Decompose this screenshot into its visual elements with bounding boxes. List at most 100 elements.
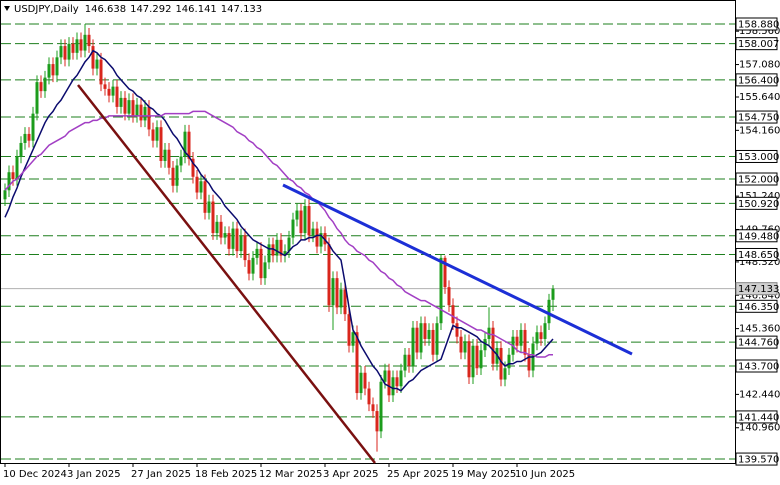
candle-body — [543, 323, 547, 339]
candle-body — [135, 104, 139, 116]
level-box — [735, 452, 778, 466]
candle-body — [327, 244, 331, 306]
candle-body — [187, 131, 191, 159]
levels — [1, 23, 735, 460]
candle-body — [399, 370, 403, 387]
level-box — [735, 110, 778, 124]
candle-body — [411, 327, 415, 367]
x-tick-label: 12 Mar 2025 — [259, 469, 322, 480]
y-tick-label: 155.640 — [739, 92, 780, 103]
trendline — [77, 84, 376, 464]
candle-body — [463, 341, 467, 353]
candle-body — [63, 46, 67, 60]
y-tick-label: 151.240 — [739, 191, 780, 202]
candle-body — [175, 165, 179, 186]
candle-body — [235, 228, 239, 252]
x-tick-label: 10 Dec 2024 — [3, 469, 67, 480]
y-tick-label: 142.440 — [739, 389, 780, 400]
candle-body — [99, 59, 103, 85]
candle-body — [471, 345, 475, 378]
level-box — [735, 149, 778, 163]
candles — [3, 23, 555, 452]
y-tick-label: 148.320 — [739, 257, 780, 268]
current-price-label: 147.133 — [738, 284, 779, 295]
y-tick-label: 157.080 — [739, 60, 780, 71]
candle-body — [459, 336, 463, 353]
candle-body — [295, 210, 299, 220]
candle-body — [159, 127, 163, 161]
candle-body — [255, 248, 259, 258]
symbol: USDJPY,Daily — [14, 4, 79, 15]
candle-body — [283, 251, 287, 256]
candle-body — [527, 354, 531, 371]
candle-body — [27, 133, 31, 141]
candle-body — [239, 235, 243, 252]
candle-body — [375, 411, 379, 432]
candle-body — [403, 354, 407, 371]
candle-body — [447, 287, 451, 306]
candle-body — [523, 329, 527, 355]
close: 147.133 — [221, 4, 262, 15]
candle-body — [111, 86, 115, 96]
level-box — [735, 410, 778, 424]
level-label: 141.440 — [738, 412, 779, 423]
candle-body — [339, 289, 343, 308]
candle-body — [431, 329, 435, 355]
open: 146.638 — [85, 4, 126, 15]
candle-body — [31, 113, 35, 141]
candle-body — [243, 235, 247, 261]
level-box — [735, 247, 778, 261]
level-box — [735, 359, 778, 373]
axis: 158.560157.080155.640154.160151.240149.7… — [3, 17, 780, 480]
candle-body — [139, 104, 143, 121]
candle-body — [275, 239, 279, 256]
candle-body — [387, 370, 391, 396]
candle-body — [155, 127, 159, 141]
candle-body — [551, 288, 555, 300]
candle-body — [391, 377, 395, 396]
moving-averages — [4, 49, 554, 392]
candle-body — [507, 354, 511, 369]
candle-body — [251, 257, 255, 274]
candle-body — [75, 39, 79, 53]
candle-body — [455, 323, 459, 337]
level-box — [735, 335, 778, 349]
candle-body — [203, 181, 207, 213]
candle-body — [107, 88, 111, 96]
candle-body — [23, 133, 27, 143]
candle-body — [307, 206, 311, 236]
candle-body — [147, 106, 151, 130]
candle-body — [7, 172, 11, 191]
candle-body — [219, 221, 223, 238]
x-tick-label: 10 Jun 2025 — [515, 469, 575, 480]
candle-body — [483, 338, 487, 351]
candle-body — [103, 84, 107, 89]
candle-body — [15, 156, 19, 180]
trendline — [282, 183, 633, 356]
candle-body — [443, 257, 447, 288]
low: 146.141 — [175, 4, 216, 15]
candle-body — [311, 228, 315, 236]
candle-body — [55, 57, 59, 76]
candle-body — [183, 131, 187, 157]
candle-body — [499, 347, 503, 380]
candle-body — [247, 260, 251, 274]
candle-body — [371, 404, 375, 412]
candle-body — [123, 97, 127, 114]
candle-body — [423, 323, 427, 339]
candle-body — [143, 106, 147, 121]
level-label: 149.480 — [738, 231, 779, 242]
candle-body — [475, 345, 479, 369]
candle-body — [363, 372, 367, 389]
candle-body — [291, 219, 295, 238]
candle-body — [279, 239, 283, 256]
menu-icon — [4, 6, 10, 11]
candle-body — [331, 278, 335, 306]
candle-body — [11, 172, 15, 180]
y-tick-label: 154.160 — [739, 125, 780, 136]
candle-body — [335, 278, 339, 308]
candle-body — [35, 82, 39, 114]
candle-body — [67, 43, 71, 60]
candle-body — [271, 244, 275, 256]
